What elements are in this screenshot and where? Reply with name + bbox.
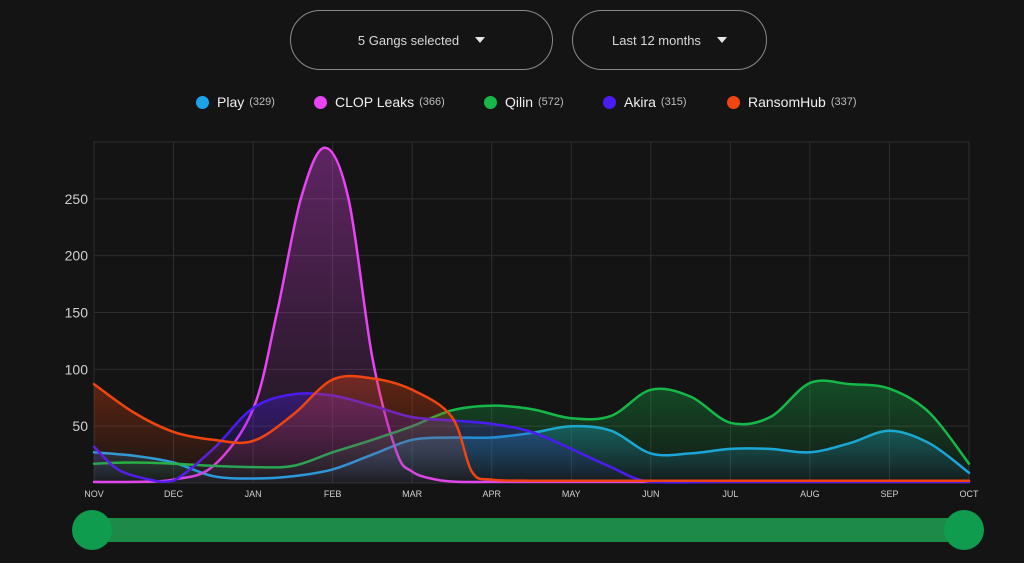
x-tick-label: MAY <box>562 489 581 499</box>
legend-item-clop-leaks[interactable]: CLOP Leaks (366) <box>314 92 445 112</box>
x-tick-label: JAN <box>245 489 262 499</box>
x-tick-label: AUG <box>800 489 820 499</box>
x-tick-label: NOV <box>84 489 104 499</box>
x-tick-label: APR <box>482 489 501 499</box>
legend-dot-icon <box>727 95 740 109</box>
range-slider-start-handle[interactable] <box>72 510 112 550</box>
x-tick-label: DEC <box>164 489 184 499</box>
legend-name: Akira <box>624 94 656 110</box>
legend-dot-icon <box>603 95 616 109</box>
gangs-filter-label: 5 Gangs selected <box>357 32 460 48</box>
series-line-ransomhub <box>92 374 971 483</box>
x-tick-label: FEB <box>324 489 342 499</box>
legend-name: Qilin <box>505 94 534 110</box>
legend-count: (366) <box>419 96 445 108</box>
y-tick-label: 250 <box>65 191 89 207</box>
x-tick-label: SEP <box>880 489 898 499</box>
legend-dot-icon <box>314 95 327 109</box>
legend-name: RansomHub <box>748 94 826 110</box>
legend-count: (337) <box>830 96 857 108</box>
legend-count: (315) <box>660 96 687 108</box>
legend-dot-icon <box>196 95 209 109</box>
x-tick-label: JUN <box>642 489 660 499</box>
x-tick-label: MAR <box>402 489 423 499</box>
legend-name: CLOP Leaks <box>335 94 415 110</box>
gangs-filter-dropdown[interactable]: 5 Gangs selected <box>290 10 553 70</box>
series-area-ransomhub <box>94 376 969 483</box>
x-tick-label: JUL <box>722 489 738 499</box>
legend-count: (329) <box>249 96 275 108</box>
area-chart: 50 100 150 200 250 NOV DEC JAN FEB MAR APR MAY JUN JU… <box>65 141 980 499</box>
chevron-down-icon <box>716 37 727 43</box>
legend-name: Play <box>217 94 245 110</box>
range-slider-track[interactable] <box>94 518 964 542</box>
y-tick-label: 100 <box>65 361 89 377</box>
chevron-down-icon <box>475 37 486 43</box>
y-tick-label: 150 <box>65 305 89 321</box>
y-tick-label: 200 <box>65 248 89 264</box>
legend-count: (572) <box>538 96 564 108</box>
x-tick-label: OCT <box>960 489 980 499</box>
y-tick-label: 50 <box>72 418 88 434</box>
legend-item-ransomhub[interactable]: RansomHub (337) <box>727 92 857 112</box>
time-range-dropdown[interactable]: Last 12 months <box>572 10 767 70</box>
chart-legend: Play (329) CLOP Leaks (366) Qilin (572) … <box>0 92 1024 112</box>
time-range-label: Last 12 months <box>612 32 701 48</box>
legend-item-play[interactable]: Play (329) <box>196 92 275 112</box>
legend-dot-icon <box>484 95 497 109</box>
legend-item-qilin[interactable]: Qilin (572) <box>484 92 564 112</box>
range-slider-end-handle[interactable] <box>944 510 984 550</box>
legend-item-akira[interactable]: Akira (315) <box>603 92 687 112</box>
